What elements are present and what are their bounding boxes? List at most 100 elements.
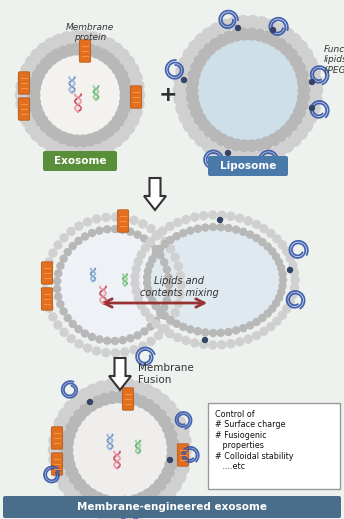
FancyBboxPatch shape [18, 72, 30, 94]
Circle shape [99, 393, 111, 405]
Circle shape [191, 213, 199, 221]
Circle shape [152, 320, 160, 328]
Circle shape [52, 34, 65, 48]
Circle shape [111, 349, 119, 357]
Circle shape [161, 241, 169, 248]
Circle shape [267, 229, 275, 237]
Circle shape [173, 84, 186, 97]
Circle shape [84, 44, 96, 56]
Circle shape [75, 325, 82, 333]
Circle shape [63, 459, 75, 471]
Circle shape [30, 76, 42, 87]
Circle shape [246, 151, 259, 165]
Text: +: + [159, 85, 177, 105]
Circle shape [188, 99, 200, 111]
Circle shape [37, 134, 51, 147]
Circle shape [187, 227, 194, 234]
Circle shape [273, 144, 286, 157]
FancyBboxPatch shape [177, 444, 189, 466]
Circle shape [140, 384, 154, 398]
Polygon shape [109, 358, 131, 390]
Circle shape [152, 251, 159, 257]
Circle shape [252, 221, 260, 228]
Circle shape [75, 340, 83, 348]
Circle shape [288, 34, 301, 47]
Circle shape [149, 389, 162, 402]
Circle shape [74, 479, 86, 490]
Circle shape [161, 325, 169, 333]
Circle shape [307, 65, 320, 78]
Circle shape [102, 213, 110, 222]
Circle shape [86, 32, 99, 45]
Circle shape [57, 301, 64, 308]
FancyBboxPatch shape [51, 427, 63, 449]
Circle shape [264, 310, 271, 317]
Circle shape [268, 34, 280, 46]
Circle shape [280, 43, 292, 55]
Circle shape [69, 31, 82, 44]
Circle shape [168, 458, 172, 462]
Circle shape [278, 265, 285, 271]
Circle shape [279, 277, 287, 283]
Circle shape [298, 77, 309, 88]
Circle shape [15, 88, 29, 102]
Circle shape [310, 105, 314, 111]
Circle shape [122, 497, 128, 501]
Circle shape [108, 120, 119, 132]
Circle shape [159, 473, 170, 484]
Circle shape [103, 38, 116, 51]
Circle shape [294, 40, 307, 53]
Circle shape [79, 404, 91, 416]
Circle shape [165, 281, 172, 289]
Circle shape [168, 408, 181, 421]
Circle shape [141, 244, 149, 252]
Circle shape [36, 63, 48, 75]
Circle shape [29, 96, 40, 107]
Circle shape [62, 436, 73, 448]
Circle shape [174, 300, 182, 308]
Circle shape [28, 89, 40, 101]
Circle shape [33, 69, 44, 81]
Circle shape [45, 125, 57, 137]
Circle shape [270, 28, 276, 33]
Circle shape [71, 493, 84, 506]
Circle shape [278, 311, 286, 319]
Circle shape [87, 400, 93, 404]
Circle shape [264, 147, 277, 161]
Circle shape [44, 139, 57, 152]
Circle shape [162, 401, 176, 414]
Circle shape [178, 453, 191, 466]
Circle shape [182, 77, 186, 83]
Circle shape [78, 389, 92, 402]
Circle shape [120, 83, 131, 94]
Circle shape [195, 34, 208, 47]
Text: Functional
lipids
(PEG, etc): Functional lipids (PEG, etc) [324, 45, 344, 75]
Circle shape [174, 93, 187, 106]
Circle shape [134, 231, 141, 238]
Circle shape [107, 497, 118, 508]
Circle shape [162, 466, 174, 478]
Circle shape [259, 315, 266, 321]
Circle shape [286, 254, 294, 262]
Circle shape [49, 313, 57, 321]
FancyBboxPatch shape [18, 98, 30, 120]
Circle shape [290, 283, 299, 291]
Circle shape [116, 128, 129, 141]
Circle shape [260, 327, 268, 335]
Polygon shape [144, 178, 166, 210]
Circle shape [293, 62, 305, 74]
Circle shape [86, 489, 97, 500]
Circle shape [123, 379, 136, 392]
FancyBboxPatch shape [3, 496, 341, 518]
Circle shape [161, 237, 169, 245]
Circle shape [41, 276, 49, 284]
Circle shape [137, 251, 145, 258]
Circle shape [116, 49, 129, 62]
Circle shape [219, 19, 232, 33]
Circle shape [141, 308, 149, 316]
Circle shape [159, 416, 170, 427]
Circle shape [240, 228, 247, 235]
Circle shape [51, 425, 64, 438]
Circle shape [49, 443, 62, 457]
Circle shape [180, 323, 187, 331]
